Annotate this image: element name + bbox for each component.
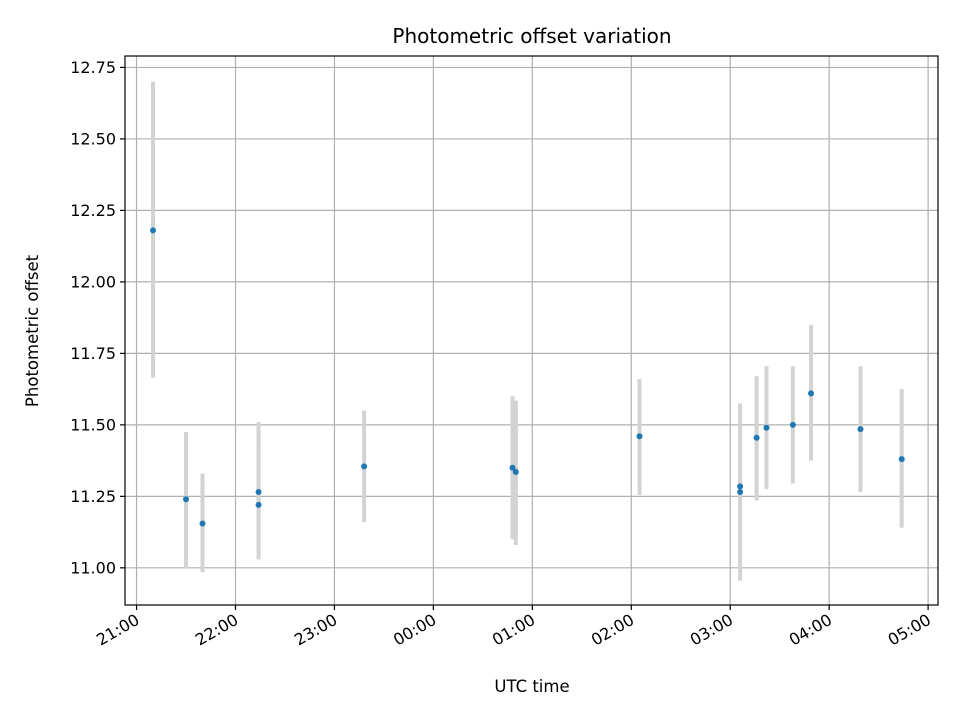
data-point xyxy=(361,463,368,470)
data-point xyxy=(808,390,815,397)
data-point xyxy=(898,456,905,463)
data-point xyxy=(737,489,744,496)
data-point xyxy=(150,227,157,234)
data-point xyxy=(199,520,206,527)
y-axis-title: Photometric offset xyxy=(23,254,42,407)
y-tick-label: 12.00 xyxy=(70,272,116,291)
data-point xyxy=(255,489,262,496)
x-axis-title: UTC time xyxy=(494,677,569,696)
data-point xyxy=(183,496,190,503)
data-point xyxy=(636,433,643,440)
data-points xyxy=(150,227,905,527)
data-point xyxy=(763,424,770,431)
data-point xyxy=(509,464,516,471)
plot-frame xyxy=(124,55,939,606)
data-point xyxy=(857,426,864,433)
y-tick-label: 11.50 xyxy=(70,415,116,434)
y-tick-label: 12.25 xyxy=(70,201,116,220)
data-point xyxy=(255,501,262,508)
y-tick-label: 11.00 xyxy=(70,558,116,577)
data-point xyxy=(512,469,519,476)
y-tick-label: 12.50 xyxy=(70,129,116,148)
data-point xyxy=(737,483,744,490)
y-tick-label: 12.75 xyxy=(70,58,116,77)
data-point xyxy=(789,421,796,428)
y-tick-label: 11.75 xyxy=(70,344,116,363)
chart-title: Photometric offset variation xyxy=(392,24,671,48)
y-tick-label: 11.25 xyxy=(70,487,116,506)
data-point xyxy=(753,434,760,441)
y-axis: 11.00 11.25 11.50 11.75 12.00 12.25 12.50 12.75 xyxy=(70,58,125,577)
